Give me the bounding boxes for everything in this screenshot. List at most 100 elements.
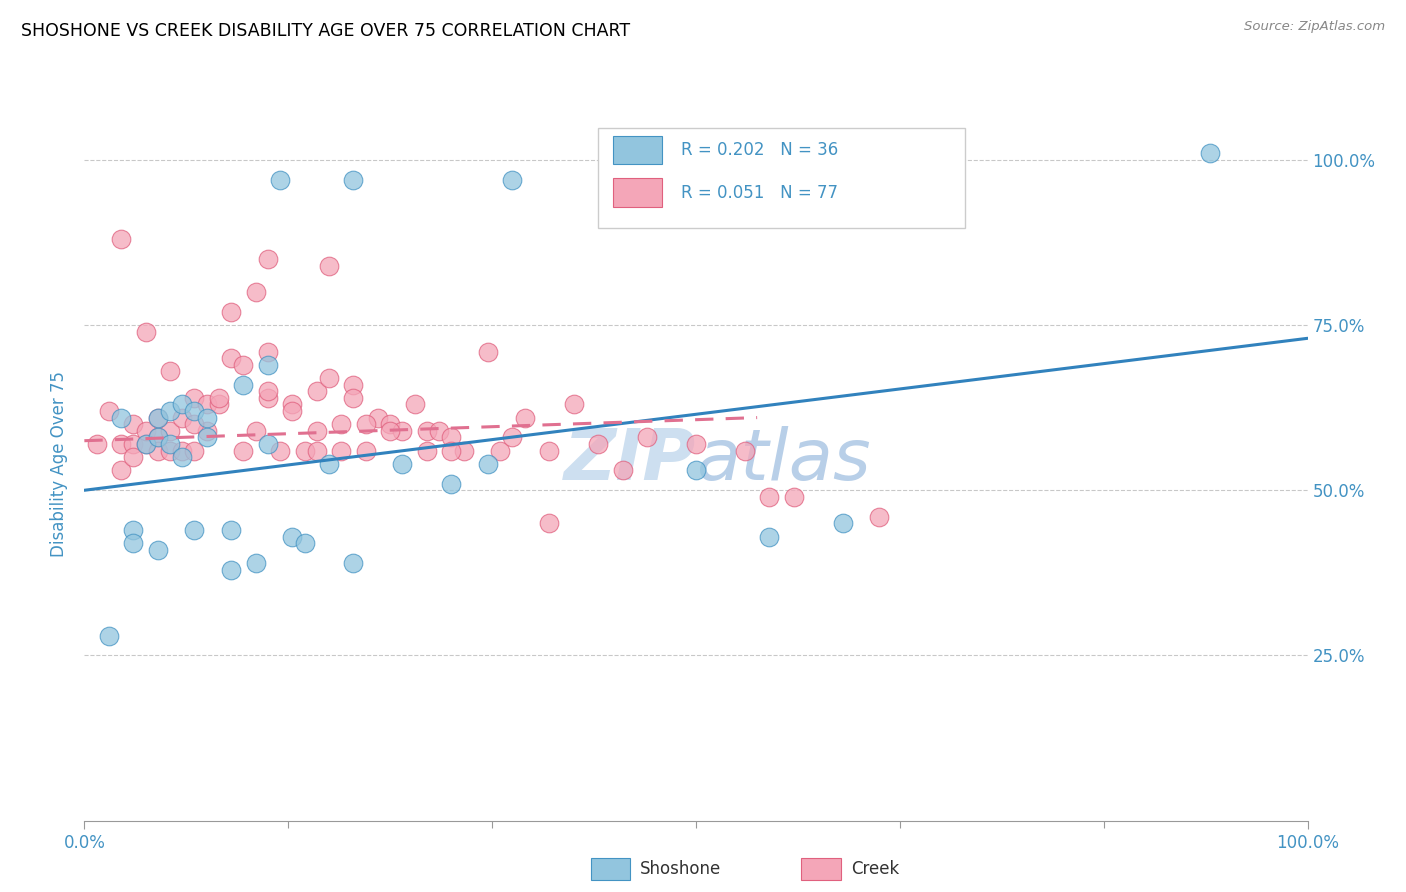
Point — [135, 424, 157, 438]
Point — [110, 437, 132, 451]
Point — [86, 437, 108, 451]
Point — [159, 437, 181, 451]
Point — [232, 377, 254, 392]
Point — [135, 437, 157, 451]
Point — [380, 417, 402, 432]
Point — [416, 443, 439, 458]
Point — [758, 529, 780, 543]
Point — [122, 437, 145, 451]
Point — [146, 443, 169, 458]
Point — [122, 536, 145, 550]
FancyBboxPatch shape — [613, 178, 662, 207]
Point — [391, 457, 413, 471]
Point — [330, 417, 353, 432]
Point — [110, 410, 132, 425]
Point — [477, 457, 499, 471]
Point — [636, 430, 658, 444]
Point — [294, 443, 316, 458]
Point — [257, 252, 280, 266]
Point — [783, 490, 806, 504]
Text: SHOSHONE VS CREEK DISABILITY AGE OVER 75 CORRELATION CHART: SHOSHONE VS CREEK DISABILITY AGE OVER 75… — [21, 22, 630, 40]
Point — [195, 424, 218, 438]
Point — [146, 542, 169, 557]
Point — [685, 437, 707, 451]
Point — [219, 351, 242, 365]
Point — [734, 443, 756, 458]
Point — [305, 443, 328, 458]
Point — [257, 358, 280, 372]
Text: ZIP: ZIP — [564, 425, 696, 495]
Point — [586, 437, 609, 451]
Point — [831, 516, 853, 531]
Point — [135, 325, 157, 339]
Point — [257, 391, 280, 405]
Point — [342, 556, 364, 570]
Point — [172, 410, 194, 425]
Point — [342, 172, 364, 186]
Point — [416, 424, 439, 438]
Point — [758, 490, 780, 504]
Point — [305, 384, 328, 399]
Point — [391, 424, 413, 438]
Point — [453, 443, 475, 458]
Point — [122, 450, 145, 465]
Point — [219, 563, 242, 577]
Point — [172, 397, 194, 411]
Point — [380, 424, 402, 438]
Point — [269, 443, 291, 458]
Point — [183, 391, 205, 405]
Text: atlas: atlas — [696, 425, 870, 495]
Point — [869, 509, 891, 524]
Point — [612, 463, 634, 477]
Point — [502, 172, 524, 186]
Point — [232, 443, 254, 458]
Point — [122, 523, 145, 537]
Point — [110, 232, 132, 246]
Text: R = 0.202   N = 36: R = 0.202 N = 36 — [682, 141, 838, 159]
Point — [159, 404, 181, 418]
Point — [318, 457, 340, 471]
Point — [513, 410, 536, 425]
Point — [122, 417, 145, 432]
Point — [146, 430, 169, 444]
Point — [183, 443, 205, 458]
Point — [159, 364, 181, 378]
Y-axis label: Disability Age Over 75: Disability Age Over 75 — [51, 371, 69, 557]
Point — [195, 397, 218, 411]
Point — [257, 384, 280, 399]
Point — [318, 371, 340, 385]
Point — [159, 424, 181, 438]
Point — [318, 259, 340, 273]
Text: Creek: Creek — [851, 860, 898, 878]
Point — [146, 410, 169, 425]
Point — [135, 437, 157, 451]
Text: R = 0.051   N = 77: R = 0.051 N = 77 — [682, 184, 838, 202]
Point — [367, 410, 389, 425]
Point — [257, 437, 280, 451]
Text: Shoshone: Shoshone — [640, 860, 721, 878]
Point — [257, 344, 280, 359]
Point — [305, 424, 328, 438]
Point — [146, 410, 169, 425]
Point — [97, 629, 120, 643]
Point — [183, 404, 205, 418]
Point — [294, 536, 316, 550]
Point — [562, 397, 585, 411]
Point — [219, 305, 242, 319]
Point — [97, 404, 120, 418]
Point — [219, 523, 242, 537]
Point — [245, 424, 267, 438]
Point — [195, 410, 218, 425]
Point — [232, 358, 254, 372]
Point — [281, 404, 304, 418]
Point — [685, 463, 707, 477]
Point — [172, 450, 194, 465]
Point — [281, 529, 304, 543]
Point — [269, 172, 291, 186]
Point — [440, 476, 463, 491]
Text: Source: ZipAtlas.com: Source: ZipAtlas.com — [1244, 20, 1385, 33]
FancyBboxPatch shape — [613, 136, 662, 164]
Point — [183, 417, 205, 432]
Point — [440, 430, 463, 444]
Point — [208, 397, 231, 411]
